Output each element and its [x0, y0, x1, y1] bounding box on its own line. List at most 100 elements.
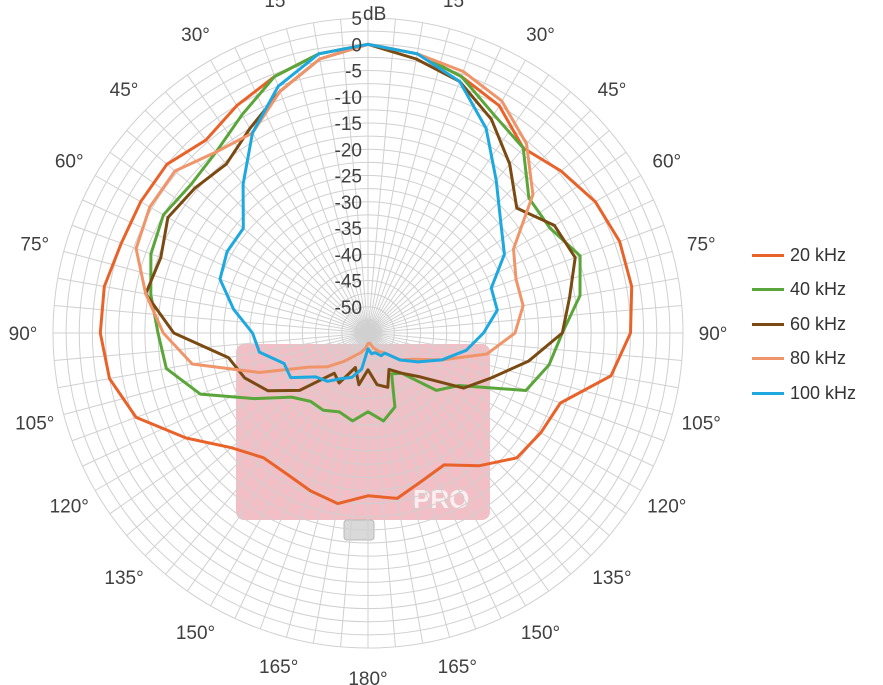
angle-tick-label: 75°	[687, 235, 716, 256]
grid-spoke	[82, 332, 369, 467]
grid-spoke	[367, 36, 477, 334]
angle-tick-label: 135°	[592, 568, 631, 589]
angle-tick-label: 135°	[104, 568, 143, 589]
unit-label: dB	[363, 4, 386, 25]
grid-spoke	[367, 332, 682, 361]
grid-spoke	[367, 332, 673, 416]
legend-label: 80 kHz	[790, 348, 847, 369]
grid-spoke	[367, 28, 451, 334]
grid-spoke	[54, 332, 369, 361]
grid-spoke	[367, 332, 610, 536]
grid-spoke	[54, 305, 369, 334]
series-line-40-khz	[149, 42, 582, 423]
grid-spoke	[367, 130, 610, 334]
grid-spoke	[367, 332, 526, 607]
angle-tick-label: 15°	[443, 0, 472, 12]
angle-tick-label: 30°	[181, 25, 210, 46]
radial-tick-label: -40	[335, 245, 362, 266]
angle-tick-label: 180°	[348, 669, 387, 685]
legend-label: 40 kHz	[790, 279, 847, 300]
radial-tick-label: -35	[335, 219, 362, 240]
grid-spoke	[367, 151, 627, 334]
grid-spoke	[367, 74, 550, 334]
legend-label: 60 kHz	[790, 313, 847, 334]
grid-spoke	[367, 109, 592, 334]
angle-tick-label: 45°	[110, 80, 139, 101]
series-line-80-khz	[134, 42, 535, 374]
radial-tick-label: 0	[351, 35, 362, 56]
legend-item-60khz: 60 kHz	[752, 307, 856, 342]
legend: 20 kHz 40 kHz 60 kHz 80 kHz 100 kHz	[752, 238, 856, 411]
angle-tick-label: 120°	[50, 497, 89, 518]
series-lines	[98, 42, 634, 506]
radial-tick-label: -25	[335, 167, 362, 188]
angle-tick-label: 165°	[438, 657, 477, 678]
legend-swatch	[752, 357, 784, 361]
angle-tick-label: 15°	[264, 0, 293, 12]
legend-item-80khz: 80 kHz	[752, 342, 856, 377]
grid-spoke	[259, 332, 369, 630]
grid-spoke	[367, 332, 654, 467]
legend-item-100khz: 100 kHz	[752, 376, 856, 411]
grid-spoke	[186, 74, 369, 334]
polar-grid	[52, 17, 684, 649]
axis-labels: 5 0 -5 -10 -15 -20 -25 -30 -35 -40 -45 -50 dB 15° 30° 4…	[9, 0, 728, 685]
grid-spoke	[340, 332, 369, 647]
grid-spoke	[165, 91, 369, 334]
radial-tick-label: -20	[335, 140, 362, 161]
series-line-20-khz	[98, 42, 634, 506]
radial-tick-label: -10	[335, 88, 362, 109]
legend-swatch	[752, 391, 784, 395]
series-line-60-khz	[144, 42, 577, 393]
grid-spoke	[367, 332, 550, 592]
grid-spoke	[367, 332, 592, 557]
watermark-text: PRO	[413, 484, 469, 514]
series-line-100-khz	[218, 42, 506, 383]
radial-tick-label: -15	[335, 114, 362, 135]
grid-spoke	[367, 332, 665, 442]
grid-spoke	[71, 332, 369, 442]
legend-label: 20 kHz	[790, 244, 847, 265]
radial-tick-label: -45	[335, 272, 362, 293]
radial-tick-label: -50	[335, 298, 362, 319]
grid-spoke	[144, 332, 369, 557]
grid-spoke	[340, 19, 369, 334]
grid-spoke	[367, 332, 451, 638]
grid-spoke	[367, 91, 571, 334]
radial-tick-label: 5	[351, 9, 362, 30]
angle-tick-label: 105°	[15, 413, 54, 434]
legend-swatch	[752, 288, 784, 292]
angle-tick-label: 90°	[9, 324, 38, 345]
angle-tick-label: 60°	[55, 152, 84, 173]
legend-swatch	[752, 322, 784, 326]
angle-tick-label: 60°	[652, 152, 681, 173]
grid-spoke	[367, 332, 396, 647]
angle-tick-label: 150°	[521, 623, 560, 644]
grid-spoke	[285, 332, 369, 638]
grid-spoke	[94, 332, 369, 491]
grid-spoke	[285, 28, 369, 334]
grid-spoke	[63, 332, 369, 416]
grid-spoke	[234, 332, 369, 619]
angle-tick-label: 90°	[699, 324, 728, 345]
grid-spoke	[367, 332, 679, 389]
angle-tick-label: 120°	[647, 497, 686, 518]
grid-spoke	[63, 250, 369, 334]
grid-spoke	[367, 22, 424, 334]
angle-tick-label: 165°	[259, 657, 298, 678]
radial-tick-label: -5	[345, 62, 362, 83]
angle-tick-label: 30°	[526, 25, 555, 46]
legend-item-40khz: 40 kHz	[752, 273, 856, 308]
angle-tick-label: 150°	[176, 623, 215, 644]
angle-tick-label: 45°	[598, 80, 627, 101]
legend-label: 100 kHz	[790, 382, 857, 403]
grid-spoke	[367, 19, 396, 334]
grid-spoke	[144, 109, 369, 334]
angle-tick-label: 105°	[682, 413, 721, 434]
radial-tick-label: -30	[335, 193, 362, 214]
grid-spoke	[367, 199, 654, 334]
grid-spoke	[186, 332, 369, 592]
grid-spoke	[312, 22, 369, 334]
grid-spoke	[57, 277, 369, 334]
